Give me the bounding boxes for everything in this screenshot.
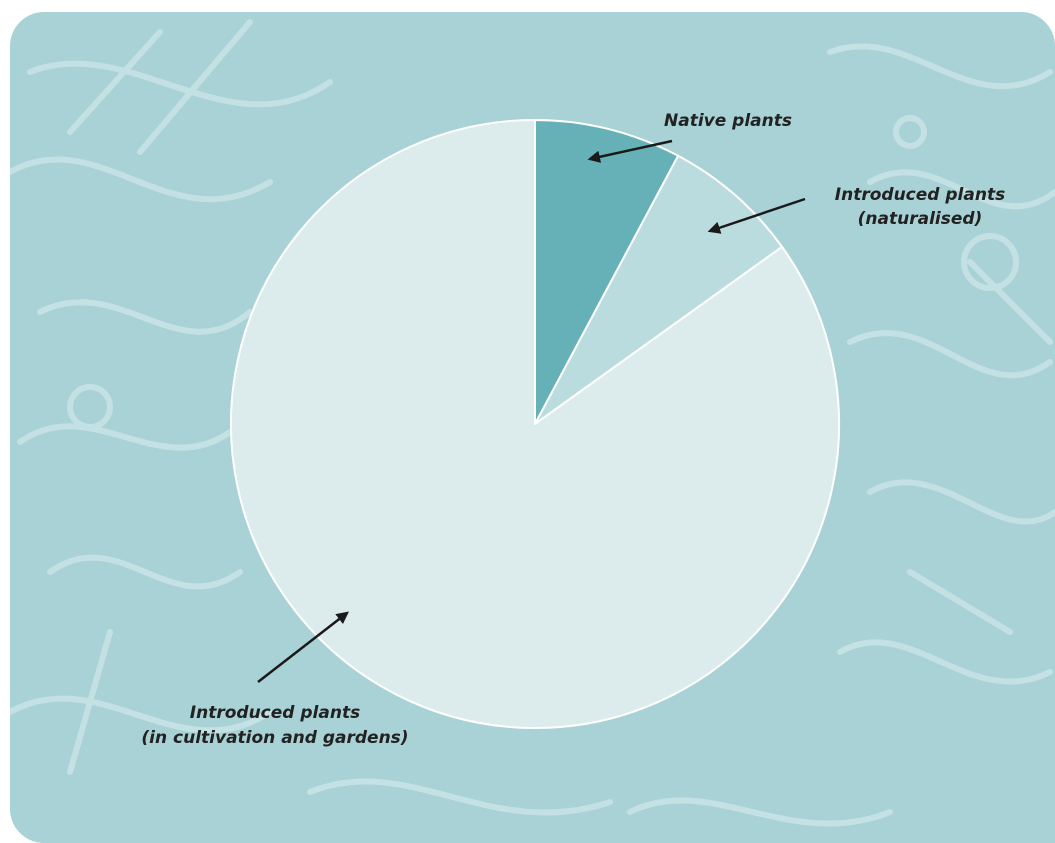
- slice-label-2-line-1: Introduced plants: [835, 185, 1005, 205]
- slice-annotations: Native plants Introduced plants (naturalis…: [141, 111, 1005, 748]
- pie-slice-3: [230, 119, 840, 729]
- decorative-foliage-pattern: [10, 19, 1055, 827]
- slice-label-3-line-1: Introduced plants: [190, 703, 360, 723]
- slice-label-arrow-2: [707, 197, 806, 234]
- chart-panel: Native plants Introduced plants (naturalis…: [10, 12, 1055, 843]
- slice-label-arrow-1: [587, 139, 673, 163]
- slice-label-arrow-3: [257, 611, 349, 683]
- pie-chart: Native plants Introduced plants (naturalis…: [10, 12, 1055, 843]
- pie-slice-1: [534, 119, 680, 425]
- slice-label-2-line-2: (naturalised): [858, 209, 983, 229]
- slice-label-1-line-1: Native plants: [664, 111, 792, 131]
- pie-slices: [230, 119, 840, 729]
- slice-label-3-line-2: (in cultivation and gardens): [141, 728, 408, 748]
